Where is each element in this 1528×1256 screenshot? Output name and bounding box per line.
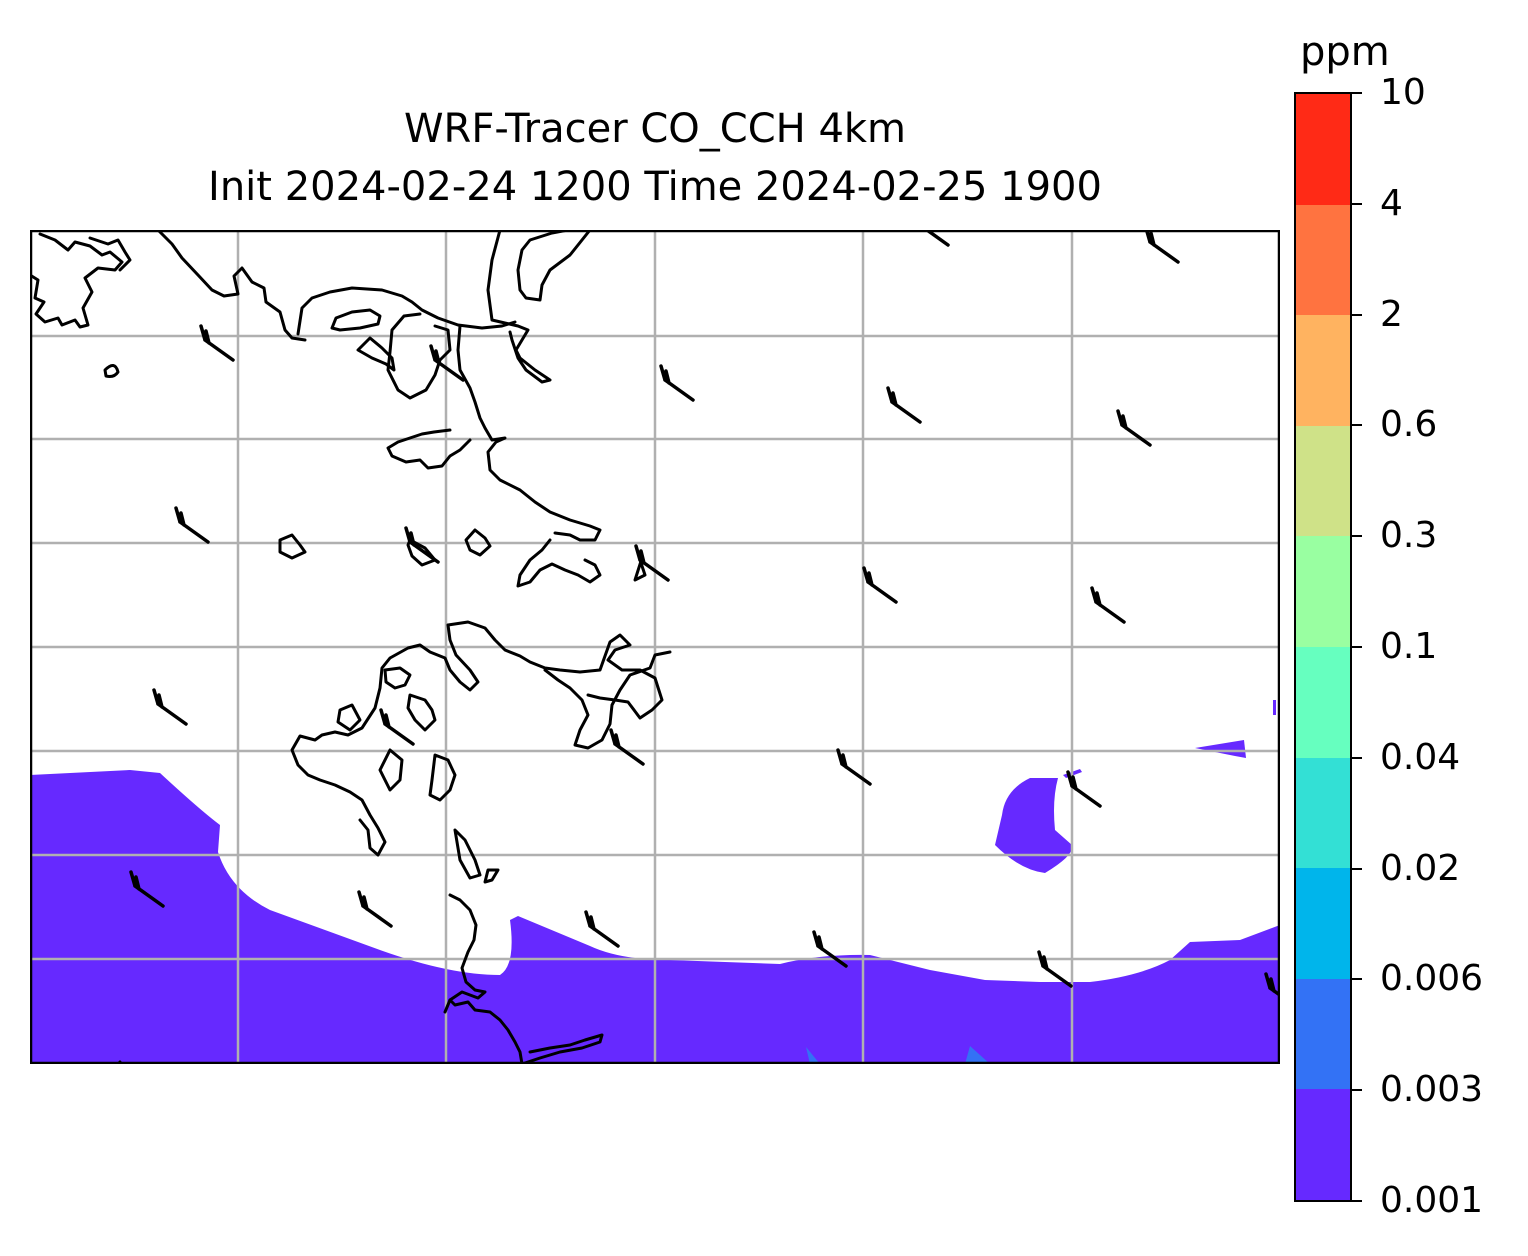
colorbar-tick — [1352, 535, 1362, 538]
colorbar-tick-label: 4 — [1380, 182, 1403, 224]
colorbar — [1294, 92, 1352, 1202]
co-concentration-fill — [30, 700, 1280, 1064]
wind-barbs — [129, 230, 1280, 998]
wind-barb — [129, 870, 165, 908]
colorbar-tick-label: 0.04 — [1380, 736, 1461, 778]
colorbar-tick — [1352, 1089, 1362, 1092]
wind-barb — [152, 688, 188, 726]
wind-barb — [584, 910, 620, 948]
colorbar-tick-label: 0.006 — [1380, 958, 1484, 1000]
map-title-line-1: WRF-Tracer CO_CCH 4km — [403, 106, 907, 152]
colorbar-segment — [1296, 757, 1350, 869]
wind-barb — [1144, 230, 1180, 264]
colorbar-tick — [1352, 313, 1362, 316]
wind-barb — [812, 930, 848, 968]
colorbar-segment — [1296, 1089, 1350, 1200]
colorbar-segment — [1296, 94, 1350, 205]
wind-barb — [379, 708, 415, 746]
colorbar-tick — [1352, 424, 1362, 427]
colorbar-tick — [1352, 756, 1362, 759]
colorbar-tick-label: 10 — [1380, 72, 1426, 113]
wind-barb — [923, 230, 950, 247]
wind-barb — [357, 890, 393, 928]
colorbar-segment — [1296, 647, 1350, 758]
wind-barb — [659, 364, 695, 402]
co-concentration-fill-second — [806, 1046, 990, 1064]
wind-barb — [404, 526, 440, 564]
wind-barb — [634, 544, 670, 582]
colorbar-tick — [1352, 867, 1362, 870]
wind-barb — [174, 506, 210, 544]
lat-lon-gridlines — [30, 230, 1280, 1064]
colorbar-tick — [1352, 92, 1362, 94]
map-title-line-2: Init 2024-02-24 1200 Time 2024-02-25 190… — [208, 164, 1102, 210]
colorbar-segment — [1296, 978, 1350, 1090]
colorbar-segment — [1296, 315, 1350, 426]
colorbar-tick-label: 0.6 — [1380, 404, 1438, 446]
map-panel — [30, 230, 1280, 1064]
wind-barb — [836, 748, 872, 786]
colorbar-tick-label: 0.001 — [1380, 1180, 1484, 1221]
colorbar-tick — [1352, 202, 1362, 205]
wind-barb — [1264, 972, 1280, 998]
coastlines — [30, 230, 672, 1064]
colorbar-segment — [1296, 425, 1350, 537]
wind-barb — [1116, 409, 1152, 447]
wind-barb — [1037, 950, 1073, 988]
colorbar-segment — [1296, 536, 1350, 647]
wind-barb — [1090, 586, 1126, 624]
wind-barb — [886, 386, 922, 424]
colorbar-tick-label: 0.003 — [1380, 1069, 1484, 1111]
wind-barb — [429, 344, 465, 382]
wind-barb — [609, 728, 645, 766]
colorbar-segment — [1296, 868, 1350, 979]
colorbar-tick-label: 0.02 — [1380, 847, 1461, 889]
wind-barb — [199, 324, 235, 362]
map-frame — [30, 230, 1280, 1064]
wind-barb — [1066, 770, 1102, 808]
colorbar-unit-label: ppm — [1300, 29, 1390, 75]
colorbar-tick — [1352, 978, 1362, 981]
colorbar-segment — [1296, 204, 1350, 316]
wind-barb — [862, 566, 898, 604]
colorbar-tick-label: 0.3 — [1380, 515, 1438, 557]
colorbar-tick-label: 2 — [1380, 293, 1403, 335]
colorbar-tick-label: 0.1 — [1380, 626, 1438, 667]
colorbar-tick — [1352, 646, 1362, 648]
colorbar-tick — [1352, 1200, 1362, 1202]
